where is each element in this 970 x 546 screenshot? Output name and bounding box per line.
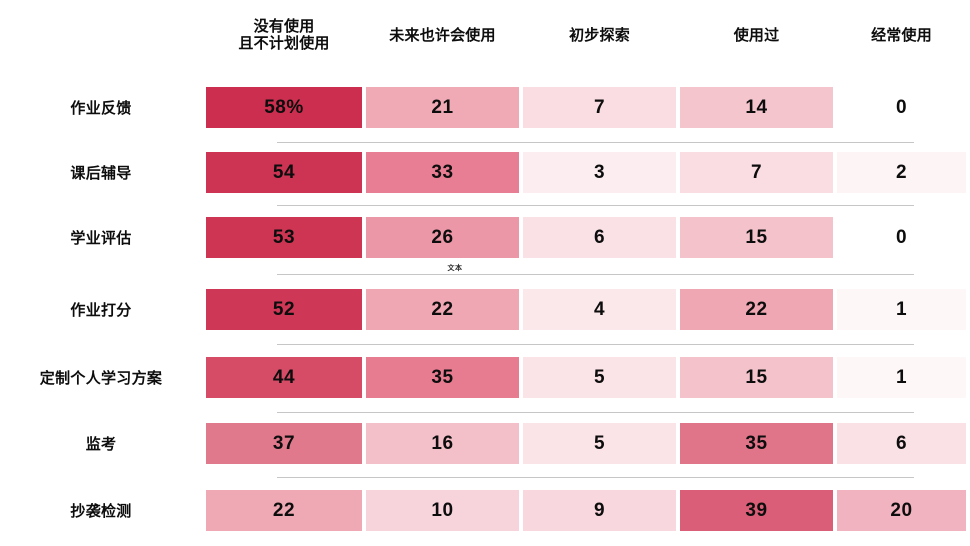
row-separator	[277, 412, 914, 413]
heatmap-cell: 5	[523, 357, 676, 398]
row-label: 学业评估	[70, 230, 132, 247]
table-row: 作业反馈 58% 21 7 14 0	[0, 87, 966, 128]
table-row: 学业评估 53 26 6 15 0	[0, 217, 966, 258]
heatmap-cell: 35	[680, 423, 833, 464]
heatmap-cell: 26	[366, 217, 519, 258]
row-label: 监考	[85, 436, 117, 453]
row-separator	[277, 142, 914, 143]
heatmap-cell: 37	[206, 423, 362, 464]
column-header-frequent-use: 经常使用	[837, 26, 966, 45]
heatmap-cell: 22	[206, 490, 362, 531]
heatmap-cell: 22	[680, 289, 833, 330]
table-row: 监考 37 16 5 35 6	[0, 423, 966, 464]
heatmap-cell: 6	[837, 423, 966, 464]
heatmap-cell: 58%	[206, 87, 362, 128]
column-header-initial-exploration: 初步探索	[523, 26, 676, 45]
table-row: 课后辅导 54 33 3 7 2	[0, 152, 966, 193]
heatmap-cell: 52	[206, 289, 362, 330]
row-label: 定制个人学习方案	[39, 370, 163, 387]
column-header-line: 使用过	[733, 26, 780, 44]
heatmap-cell: 1	[837, 357, 966, 398]
column-header-have-used: 使用过	[680, 26, 833, 45]
heatmap-cell: 7	[523, 87, 676, 128]
row-separator	[277, 205, 914, 206]
row-label: 抄袭检测	[70, 503, 132, 520]
heatmap-cell: 53	[206, 217, 362, 258]
heatmap-cell: 15	[680, 357, 833, 398]
placeholder-text-annotation: 文本	[447, 265, 463, 272]
row-separator	[277, 477, 914, 478]
heatmap-cell: 54	[206, 152, 362, 193]
heatmap-cell: 20	[837, 490, 966, 531]
heatmap-cell: 9	[523, 490, 676, 531]
row-label: 课后辅导	[70, 165, 132, 182]
heatmap-cell: 3	[523, 152, 676, 193]
column-header-line: 经常使用	[871, 26, 932, 44]
heatmap-cell: 44	[206, 357, 362, 398]
heatmap-cell: 0	[837, 217, 966, 258]
row-label: 作业反馈	[70, 100, 132, 117]
table-row: 作业打分 52 22 4 22 1	[0, 289, 966, 330]
heatmap-cell: 7	[680, 152, 833, 193]
row-label: 作业打分	[70, 302, 132, 319]
heatmap-cell: 10	[366, 490, 519, 531]
heatmap-cell: 4	[523, 289, 676, 330]
row-separator	[277, 274, 914, 275]
heatmap-cell: 35	[366, 357, 519, 398]
column-header-line: 且不计划使用	[238, 35, 330, 52]
heatmap-cell: 15	[680, 217, 833, 258]
column-header-row: 没有使用 且不计划使用 未来也许会使用 初步探索 使用过 经常使用	[0, 12, 966, 60]
heatmap-cell: 1	[837, 289, 966, 330]
row-separator	[277, 344, 914, 345]
column-header-never-use: 没有使用 且不计划使用	[206, 18, 362, 53]
heatmap-cell: 0	[837, 87, 966, 128]
column-header-maybe-future: 未来也许会使用	[366, 26, 519, 45]
heatmap-cell: 33	[366, 152, 519, 193]
table-row: 定制个人学习方案 44 35 5 15 1	[0, 357, 966, 398]
heatmap-cell: 22	[366, 289, 519, 330]
table-row: 抄袭检测 22 10 9 39 20	[0, 490, 966, 531]
heatmap-cell: 39	[680, 490, 833, 531]
column-header-line: 没有使用	[253, 18, 315, 36]
heatmap-cell: 6	[523, 217, 676, 258]
heatmap-cell: 5	[523, 423, 676, 464]
column-header-line: 未来也许会使用	[389, 26, 496, 44]
heatmap-cell: 2	[837, 152, 966, 193]
column-header-line: 初步探索	[569, 26, 630, 44]
heatmap-cell: 14	[680, 87, 833, 128]
heatmap-cell: 21	[366, 87, 519, 128]
heatmap-cell: 16	[366, 423, 519, 464]
